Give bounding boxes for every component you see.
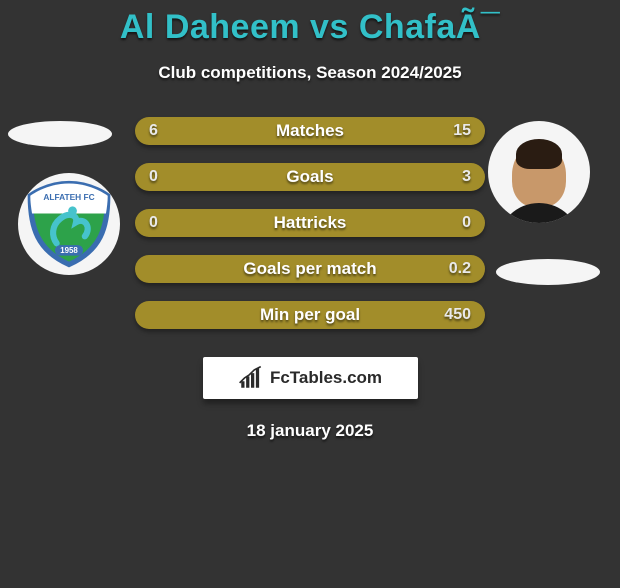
page-title: Al Daheem vs ChafaÃ¯ — [0, 8, 620, 47]
chart-icon — [238, 365, 264, 391]
subtitle: Club competitions, Season 2024/2025 — [0, 63, 620, 83]
crest-year: 1958 — [60, 246, 78, 255]
crest-top-text: ALFATEH FC — [43, 192, 94, 202]
date-text: 18 january 2025 — [0, 421, 620, 441]
stat-right-value: 450 — [444, 306, 471, 324]
stat-right-value: 3 — [462, 168, 471, 186]
stat-left-value: 6 — [149, 122, 158, 140]
right-name-plate — [496, 259, 600, 285]
stat-label: Goals per match — [243, 259, 376, 279]
stat-bar: Min per goal 450 — [135, 301, 485, 329]
stat-right-value: 0 — [462, 214, 471, 232]
stat-bar: Goals per match 0.2 — [135, 255, 485, 283]
stat-right-value: 15 — [453, 122, 471, 140]
stat-bar: 0 Hattricks 0 — [135, 209, 485, 237]
stat-bar: 6 Matches 15 — [135, 117, 485, 145]
stat-right-value: 0.2 — [449, 260, 471, 278]
player-head-icon — [512, 143, 566, 207]
watermark-text: FcTables.com — [270, 368, 382, 388]
stat-left-value: 0 — [149, 168, 158, 186]
stat-label: Hattricks — [274, 213, 347, 233]
left-club-badge: ALFATEH FC 1958 — [18, 173, 120, 275]
stat-label: Goals — [286, 167, 333, 187]
stat-label: Matches — [276, 121, 344, 141]
watermark-banner: FcTables.com — [203, 357, 418, 399]
stat-label: Min per goal — [260, 305, 360, 325]
player-shoulders-icon — [498, 203, 580, 223]
stat-left-value: 0 — [149, 214, 158, 232]
content-area: ALFATEH FC 1958 6 Matches 15 0 Goals 3 0 Hattri… — [0, 117, 620, 441]
stat-bar: 0 Goals 3 — [135, 163, 485, 191]
left-name-plate — [8, 121, 112, 147]
right-player-photo — [488, 121, 590, 223]
stats-bars: 6 Matches 15 0 Goals 3 0 Hattricks 0 Goals per ma… — [135, 117, 485, 329]
club-crest-icon: ALFATEH FC 1958 — [25, 180, 113, 268]
